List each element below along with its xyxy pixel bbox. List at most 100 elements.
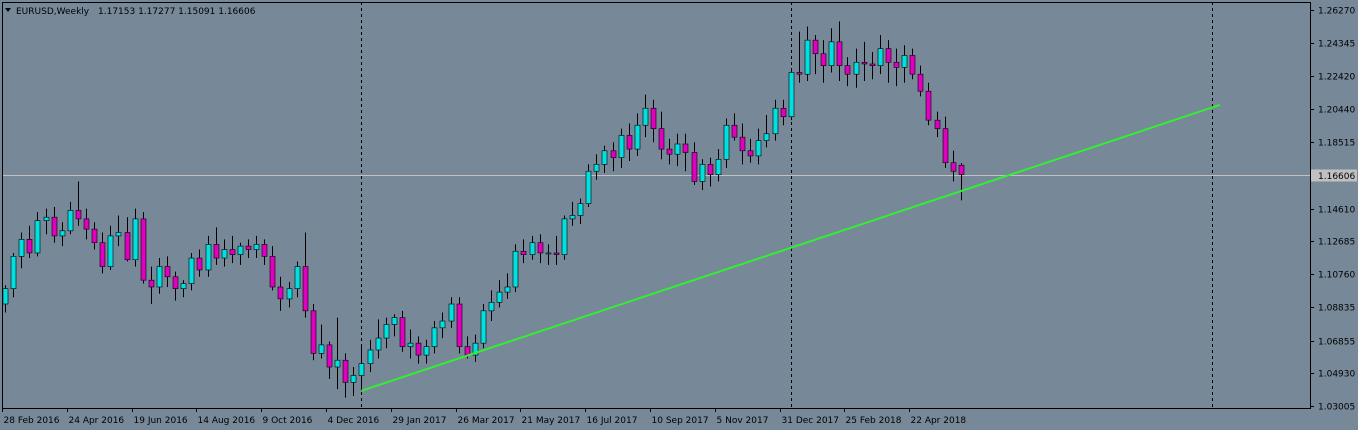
bear-candle xyxy=(747,138,754,163)
y-tick-label: 1.14610 xyxy=(1318,206,1355,216)
bull-candle xyxy=(423,339,430,364)
candle-body xyxy=(496,291,503,303)
bull-candle xyxy=(545,244,552,265)
y-tick-label: 1.22420 xyxy=(1318,73,1355,83)
candle-body xyxy=(666,148,673,155)
bear-candle xyxy=(836,21,843,81)
trendline[interactable] xyxy=(361,103,1221,392)
candle-body xyxy=(772,107,779,135)
candle-body xyxy=(958,164,965,175)
y-tick-label: 1.20440 xyxy=(1318,106,1355,116)
candle-body xyxy=(464,346,471,356)
candle-body xyxy=(237,245,244,255)
candle-body xyxy=(34,220,41,254)
bull-candle xyxy=(205,235,212,277)
candle-body xyxy=(456,303,463,347)
candle-body xyxy=(18,239,25,257)
candle-body xyxy=(196,257,203,271)
x-tick-label: 16 Jul 2017 xyxy=(587,416,638,426)
bear-candle xyxy=(124,217,131,262)
candle-body xyxy=(164,266,171,278)
y-tick-label: 1.06855 xyxy=(1318,338,1355,348)
bear-candle xyxy=(164,256,171,287)
bull-candle xyxy=(593,154,600,180)
candle-body xyxy=(415,342,422,356)
x-tick-label: 26 Mar 2017 xyxy=(458,416,515,426)
bear-candle xyxy=(99,232,106,274)
candle-body xyxy=(699,164,706,182)
x-tick-label: 25 Feb 2018 xyxy=(846,416,902,426)
candle-body xyxy=(107,235,114,267)
bear-candle xyxy=(91,222,98,250)
bear-candle xyxy=(844,57,851,87)
candle-body xyxy=(650,107,657,129)
bull-candle xyxy=(221,239,228,267)
candle-body xyxy=(480,310,487,344)
x-tick-label: 29 Jan 2017 xyxy=(393,416,447,426)
bear-candle xyxy=(140,212,147,284)
bear-candle xyxy=(75,181,82,226)
bull-candle xyxy=(901,45,908,83)
candle-body xyxy=(950,162,957,172)
candle-body xyxy=(59,230,66,237)
bear-candle xyxy=(739,123,746,165)
bull-candle xyxy=(391,314,398,337)
candle-body xyxy=(399,317,406,347)
candle-body xyxy=(188,257,195,284)
x-tick-label: 31 Dec 2017 xyxy=(782,416,840,426)
candle-body xyxy=(423,346,430,356)
bear-candle xyxy=(666,138,673,165)
x-tick-label: 14 Aug 2016 xyxy=(198,416,256,426)
bull-candle xyxy=(318,324,325,359)
bull-candle xyxy=(763,115,770,148)
bull-candle xyxy=(34,212,41,257)
dropdown-arrow-icon[interactable] xyxy=(5,8,11,12)
bull-candle xyxy=(529,235,536,260)
bull-candle xyxy=(642,94,649,138)
chart-frame xyxy=(2,2,1311,409)
candle-body xyxy=(723,124,730,160)
candle-body xyxy=(618,135,625,158)
bear-candle xyxy=(958,163,965,201)
candle-body xyxy=(529,242,536,255)
current-price-label-bg xyxy=(1311,169,1357,182)
bear-candle xyxy=(658,111,665,160)
candle-body xyxy=(83,218,90,230)
candle-body xyxy=(836,41,843,66)
candle-body xyxy=(156,266,163,288)
bull-candle xyxy=(107,225,114,270)
candle-body xyxy=(512,250,519,288)
candle-body xyxy=(318,344,325,354)
candle-body xyxy=(901,55,908,68)
candle-body xyxy=(51,216,58,237)
candle-body xyxy=(853,61,860,75)
candle-body xyxy=(812,39,819,55)
candle-body xyxy=(221,249,228,259)
y-tick-label: 1.10760 xyxy=(1318,271,1355,281)
x-tick-label: 19 Jun 2016 xyxy=(134,416,188,426)
time-axis[interactable]: 28 Feb 2016 24 Apr 2016 19 Jun 2016 14 Aug … xyxy=(2,408,967,426)
bear-candle xyxy=(917,65,924,97)
candle-body xyxy=(763,133,770,141)
current-price-label: 1.16606 xyxy=(1311,169,1357,182)
bear-candle xyxy=(626,123,633,162)
candle-body xyxy=(342,359,349,383)
bear-candle xyxy=(796,31,803,83)
bear-candle xyxy=(399,310,406,352)
candle-body xyxy=(593,164,600,172)
bull-candle xyxy=(383,317,390,349)
y-tick-label: 1.26270 xyxy=(1318,7,1355,17)
bear-candle xyxy=(148,266,155,305)
current-price-label-text: 1.16606 xyxy=(1318,172,1355,182)
candle-body xyxy=(91,228,98,244)
candle-body xyxy=(828,41,835,66)
bull-candle xyxy=(634,113,641,156)
x-tick-label: 5 Nov 2017 xyxy=(717,416,769,426)
bear-candle xyxy=(269,246,276,291)
bear-candle xyxy=(83,208,90,240)
bear-candle xyxy=(820,40,827,83)
bear-candle xyxy=(172,271,179,301)
candle-body xyxy=(180,283,187,289)
